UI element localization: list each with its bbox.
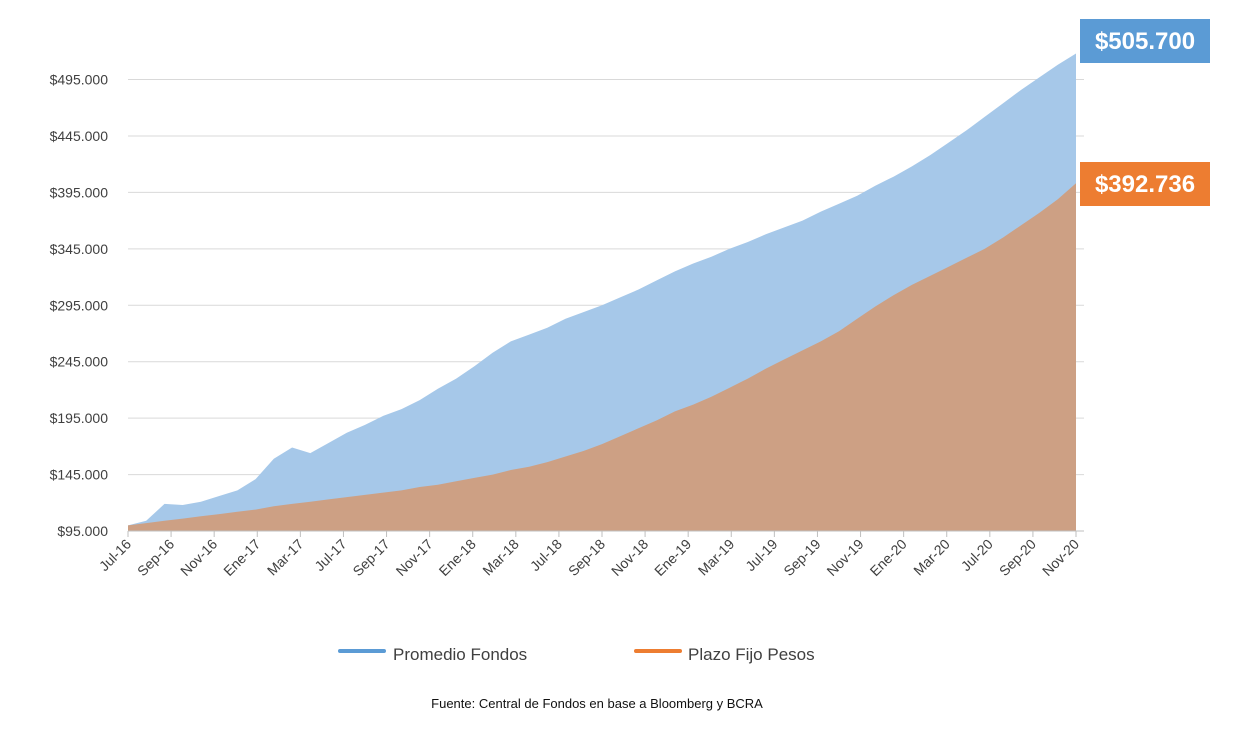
- end-value-callouts: $505.700 $392.736: [1080, 19, 1210, 206]
- x-tick-label: Nov-16: [177, 536, 220, 579]
- source-note: Fuente: Central de Fondos en base a Bloo…: [431, 696, 763, 711]
- y-tick-label: $195.000: [50, 410, 109, 426]
- end-value-callout-0: $505.700: [1080, 19, 1210, 63]
- x-tick-label: Jul-17: [311, 536, 349, 574]
- y-tick-label: $245.000: [50, 354, 109, 370]
- x-tick-label: Sep-20: [996, 536, 1039, 579]
- x-tick-label: Jul-16: [96, 536, 134, 574]
- callout-value: $392.736: [1095, 171, 1195, 198]
- x-tick-label: Mar-18: [479, 536, 522, 579]
- x-tick-label: Nov-20: [1039, 536, 1082, 579]
- x-tick-label: Jul-19: [742, 536, 780, 574]
- x-tick-label: Sep-17: [349, 536, 392, 579]
- x-tick-label: Ene-20: [867, 536, 910, 579]
- x-axis-ticks: Jul-16 Sep-16 Nov-16 Ene-17 Mar-17 Jul-17 Sep-…: [96, 531, 1082, 579]
- callout-value: $505.700: [1095, 28, 1195, 55]
- y-tick-label: $495.000: [50, 72, 109, 88]
- x-tick-label: Sep-16: [134, 536, 177, 579]
- x-tick-label: Nov-18: [608, 536, 651, 579]
- series-area-1: [128, 183, 1076, 532]
- y-tick-label: $395.000: [50, 184, 109, 200]
- y-tick-label: $445.000: [50, 128, 109, 144]
- x-tick-label: Mar-20: [910, 536, 953, 579]
- y-tick-label: $145.000: [50, 467, 109, 483]
- legend-item-promedio-fondos[interactable]: Promedio Fondos: [338, 645, 527, 664]
- series-areas: [128, 53, 1076, 532]
- x-tick-label: Mar-19: [695, 536, 738, 579]
- x-tick-label: Nov-19: [823, 536, 866, 579]
- callout-box: [1080, 19, 1210, 63]
- x-tick-label: Ene-17: [220, 536, 263, 579]
- y-tick-label: $95.000: [57, 523, 108, 539]
- legend: Promedio Fondos Plazo Fijo Pesos: [338, 645, 815, 664]
- x-tick-label: Jul-18: [527, 536, 565, 574]
- y-tick-label: $345.000: [50, 241, 109, 257]
- callout-box: [1080, 162, 1210, 206]
- y-axis-ticks: $95.000 $145.000 $195.000 $245.000 $295.000 $…: [50, 72, 109, 539]
- x-tick-label: Ene-19: [651, 536, 694, 579]
- legend-label-promedio-fondos: Promedio Fondos: [393, 645, 527, 664]
- x-tick-label: Mar-17: [264, 536, 307, 579]
- x-tick-label: Jul-20: [958, 536, 996, 574]
- x-tick-label: Sep-18: [565, 536, 608, 579]
- legend-label-plazo-fijo-pesos: Plazo Fijo Pesos: [688, 645, 815, 664]
- x-tick-label: Ene-18: [436, 536, 479, 579]
- y-tick-label: $295.000: [50, 297, 109, 313]
- legend-item-plazo-fijo-pesos[interactable]: Plazo Fijo Pesos: [634, 645, 815, 664]
- end-value-callout-1: $392.736: [1080, 162, 1210, 206]
- x-tick-label: Nov-17: [393, 536, 436, 579]
- x-tick-label: Sep-19: [780, 536, 823, 579]
